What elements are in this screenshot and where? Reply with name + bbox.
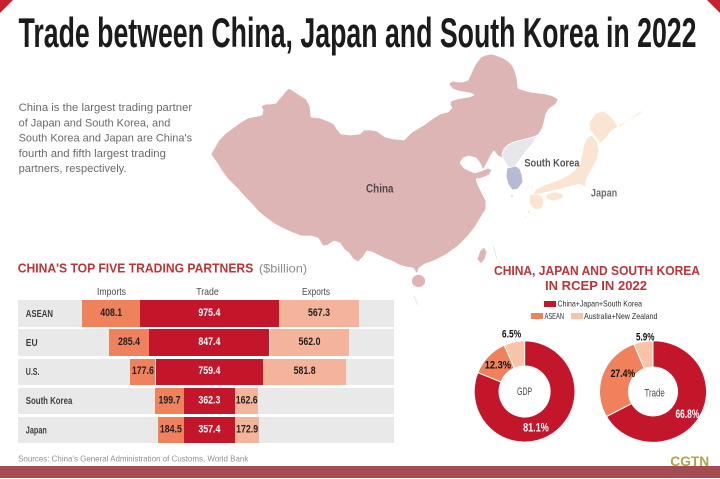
svg-text:CGTN: CGTN	[670, 453, 709, 469]
svg-text:162.6: 162.6	[236, 394, 258, 406]
svg-text:847.4: 847.4	[198, 336, 221, 348]
svg-text:66.8%: 66.8%	[676, 409, 700, 421]
svg-text:IN RCEP IN 2022: IN RCEP IN 2022	[545, 278, 647, 293]
svg-text:fourth and fifth largest tradi: fourth and fifth largest trading	[19, 148, 166, 160]
svg-text:581.8: 581.8	[294, 365, 316, 377]
svg-text:184.5: 184.5	[160, 423, 182, 435]
svg-text:ASEAN: ASEAN	[545, 311, 565, 321]
svg-text:759.4: 759.4	[198, 365, 221, 377]
svg-text:CHINA, JAPAN AND SOUTH KOREA: CHINA, JAPAN AND SOUTH KOREA	[494, 263, 701, 278]
svg-text:South Korea: South Korea	[26, 396, 73, 407]
svg-text:12.3%: 12.3%	[485, 360, 511, 372]
svg-text:285.4: 285.4	[118, 336, 141, 348]
svg-text:Trade: Trade	[644, 388, 664, 400]
svg-text:Sources: China's General Admin: Sources: China's General Administration …	[18, 454, 249, 464]
svg-text:567.3: 567.3	[308, 307, 330, 319]
svg-text:China is the largest trading p: China is the largest trading partner	[19, 102, 193, 114]
svg-text:Trade: Trade	[196, 287, 219, 298]
svg-text:of Japan and South Korea, and: of Japan and South Korea, and	[19, 117, 171, 129]
svg-text:Australia+New Zealand: Australia+New Zealand	[584, 311, 658, 321]
svg-text:6.5%: 6.5%	[502, 329, 521, 341]
svg-text:South Korea and Japan are Chin: South Korea and Japan are China's	[19, 133, 193, 145]
svg-text:Imports: Imports	[97, 287, 126, 298]
svg-text:GDP: GDP	[517, 386, 532, 398]
svg-text:27.4%: 27.4%	[611, 368, 636, 380]
svg-text:partners, respectively.: partners, respectively.	[19, 163, 127, 175]
svg-text:CHINA'S TOP FIVE TRADING PARTN: CHINA'S TOP FIVE TRADING PARTNERS	[18, 260, 254, 275]
svg-text:EU: EU	[26, 338, 38, 349]
svg-text:Exports: Exports	[302, 287, 330, 298]
svg-text:Japan: Japan	[591, 187, 618, 199]
svg-text:U.S.: U.S.	[26, 367, 40, 378]
svg-text:($billion): ($billion)	[259, 261, 307, 275]
svg-text:562.0: 562.0	[299, 336, 321, 348]
svg-text:China: China	[366, 182, 394, 196]
svg-text:362.3: 362.3	[198, 394, 220, 406]
svg-text:357.4: 357.4	[198, 423, 221, 435]
svg-text:ASEAN: ASEAN	[26, 309, 53, 320]
svg-text:81.1%: 81.1%	[523, 422, 549, 434]
svg-text:China+Japan+South Korea: China+Japan+South Korea	[558, 299, 643, 309]
svg-text:975.4: 975.4	[198, 307, 221, 319]
svg-text:177.6: 177.6	[132, 365, 154, 377]
svg-text:Trade between China, Japan and: Trade between China, Japan and South Kor…	[19, 9, 697, 56]
svg-text:172.9: 172.9	[236, 423, 258, 435]
svg-text:5.9%: 5.9%	[636, 332, 655, 344]
svg-text:Japan: Japan	[26, 425, 47, 436]
svg-text:408.1: 408.1	[100, 307, 122, 319]
svg-text:199.7: 199.7	[159, 394, 181, 406]
svg-text:South Korea: South Korea	[524, 157, 580, 169]
